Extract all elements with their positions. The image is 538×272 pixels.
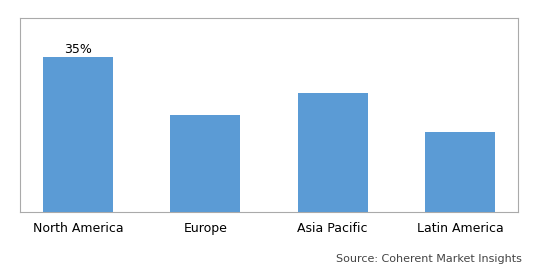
Text: Source: Coherent Market Insights: Source: Coherent Market Insights xyxy=(336,254,522,264)
Text: 35%: 35% xyxy=(64,43,92,56)
Bar xyxy=(298,93,367,212)
Bar xyxy=(425,132,495,212)
Bar xyxy=(43,57,113,212)
Bar xyxy=(171,115,240,212)
